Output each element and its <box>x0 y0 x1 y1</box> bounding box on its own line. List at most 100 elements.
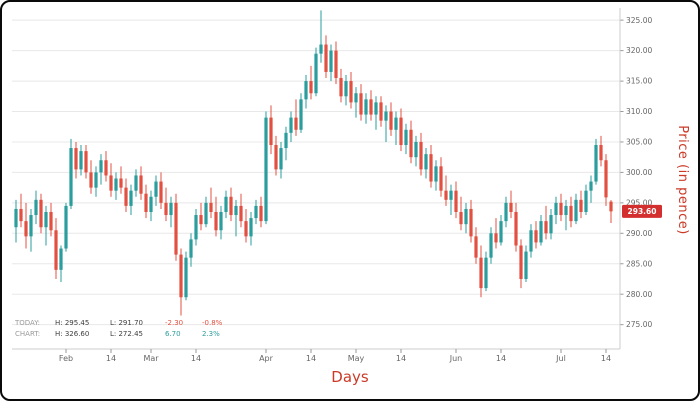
candle-body <box>219 211 223 231</box>
candle <box>399 108 403 152</box>
candle-body <box>259 205 263 222</box>
candle-body <box>474 236 478 258</box>
candle <box>59 245 63 283</box>
candle-body <box>84 151 88 173</box>
candle-body <box>289 117 293 133</box>
candle-body <box>559 202 563 216</box>
candle-body <box>534 230 538 243</box>
candle-body <box>444 190 448 200</box>
candle <box>409 120 413 164</box>
legend-today-change-pct: -0.8% <box>202 319 223 327</box>
candle-body <box>184 257 188 298</box>
candle <box>529 224 533 258</box>
candle-body <box>294 117 298 130</box>
candle <box>229 187 233 222</box>
legend-chart-change: 6.70 <box>165 330 181 338</box>
legend-today-row: TODAY: H: 295.45 L: 291.70 -2.30 -0.8% <box>15 318 239 329</box>
x-tick-label: Jun <box>449 354 463 363</box>
candle-body <box>24 221 28 237</box>
candle <box>104 151 108 182</box>
candle-body <box>469 208 473 237</box>
x-tick-label: 14 <box>306 354 316 363</box>
candle-body <box>269 117 273 146</box>
candle <box>349 71 353 109</box>
x-tick-label: 14 <box>106 354 116 363</box>
candle-body <box>214 211 218 231</box>
candle-body <box>554 202 558 216</box>
candle <box>354 87 358 118</box>
candle <box>254 199 258 225</box>
y-tick-label: 290.00 <box>626 229 652 238</box>
legend-chart-label: CHART: <box>15 330 41 338</box>
candle-body <box>589 181 593 191</box>
candle-body <box>159 181 163 203</box>
candle <box>274 135 278 176</box>
candle-body <box>439 166 443 191</box>
candle <box>34 190 38 225</box>
axes <box>12 8 621 350</box>
candle-body <box>99 160 103 173</box>
candle-body <box>224 196 228 212</box>
candle-body <box>124 187 128 206</box>
x-tick-label: May <box>348 354 365 363</box>
candle-body <box>179 254 183 298</box>
candle-body <box>254 205 258 219</box>
candle-body <box>454 190 458 212</box>
candle-body <box>519 245 523 279</box>
candle <box>594 138 598 185</box>
candle <box>319 10 323 63</box>
candle <box>139 166 143 200</box>
candle-body <box>384 111 388 121</box>
candle <box>419 132 423 176</box>
candle-body <box>449 190 453 200</box>
candle <box>89 160 93 194</box>
candle <box>384 105 388 142</box>
candle <box>574 193 578 225</box>
candle-body <box>584 190 588 212</box>
candle <box>64 202 68 252</box>
candle-body <box>484 257 488 289</box>
candle-body <box>94 172 98 188</box>
candle <box>99 154 103 185</box>
candle-body <box>479 257 483 289</box>
candle-body <box>494 233 498 243</box>
candle-body <box>314 53 318 94</box>
candle-body <box>389 111 393 130</box>
candle-body <box>339 78 343 97</box>
candle <box>209 187 213 219</box>
legend-chart-low: L: 272.45 <box>110 330 143 338</box>
candle <box>14 199 18 243</box>
candle <box>379 96 383 127</box>
candle <box>569 196 573 228</box>
legend-chart-high: H: 326.60 <box>55 330 90 338</box>
candle-body <box>29 215 33 237</box>
legend-chart-change-pct: 2.3% <box>202 330 220 338</box>
candle-body <box>104 160 108 176</box>
candle <box>239 193 243 228</box>
candle-body <box>504 202 508 222</box>
x-tick-label: Jul <box>555 354 566 363</box>
grid-lines <box>12 19 620 326</box>
candle <box>329 44 333 82</box>
candle-body <box>404 129 408 146</box>
candle <box>224 190 228 219</box>
candle <box>489 227 493 264</box>
candle-body <box>344 81 348 97</box>
candle <box>204 196 208 228</box>
candle <box>194 208 198 246</box>
candle <box>544 205 548 240</box>
x-tick-label: 14 <box>601 354 611 363</box>
candle <box>539 215 543 246</box>
candle <box>79 145 83 176</box>
candle <box>119 166 123 194</box>
candle-body <box>424 154 428 170</box>
x-axis-title: Days <box>331 368 369 386</box>
candle-body <box>459 211 463 225</box>
candle-body <box>394 117 398 130</box>
candle-body <box>49 211 53 231</box>
candle <box>289 111 293 142</box>
candle <box>439 157 443 197</box>
candle-body <box>544 221 548 234</box>
candle <box>434 160 438 191</box>
x-tick-label: 14 <box>396 354 406 363</box>
